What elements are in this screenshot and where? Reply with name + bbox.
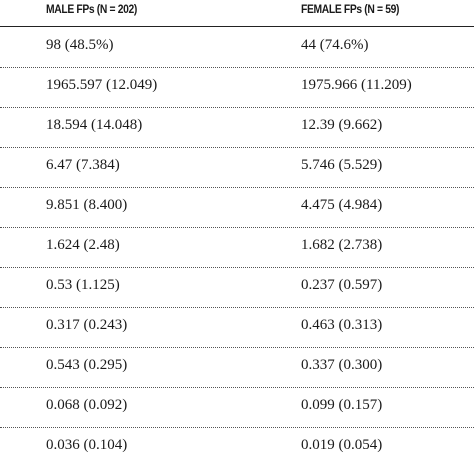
female-value: 0.237 (0.597) <box>301 277 383 293</box>
table-row: 0.036 (0.104) 0.019 (0.054) <box>0 428 474 468</box>
male-value: 1.624 (2.48) <box>46 237 120 253</box>
male-value: 1965.597 (12.049) <box>46 77 158 93</box>
row-divider <box>0 67 474 68</box>
male-value: 0.036 (0.104) <box>46 437 128 453</box>
table-row: 1.624 (2.48) 1.682 (2.738) <box>0 228 474 268</box>
female-value: 0.337 (0.300) <box>301 357 383 373</box>
table-row: 6.47 (7.384) 5.746 (5.529) <box>0 148 474 188</box>
table-row: 0.543 (0.295) 0.337 (0.300) <box>0 348 474 388</box>
male-value: 6.47 (7.384) <box>46 157 120 173</box>
row-divider <box>0 227 474 228</box>
female-value: 1975.966 (11.209) <box>301 77 412 93</box>
male-value: 0.317 (0.243) <box>46 317 128 333</box>
female-value: 0.099 (0.157) <box>301 397 383 413</box>
female-value: 44 (74.6%) <box>301 37 369 53</box>
female-value: 4.475 (4.984) <box>301 197 383 213</box>
header-divider <box>0 26 474 27</box>
female-value: 0.463 (0.313) <box>301 317 383 333</box>
female-value: 12.39 (9.662) <box>301 117 383 133</box>
row-divider <box>0 307 474 308</box>
male-value: 18.594 (14.048) <box>46 117 143 133</box>
row-divider <box>0 147 474 148</box>
row-divider <box>0 267 474 268</box>
row-divider <box>0 387 474 388</box>
row-divider <box>0 427 474 428</box>
table-row: 1965.597 (12.049) 1975.966 (11.209) <box>0 68 474 108</box>
table-row: 0.317 (0.243) 0.463 (0.313) <box>0 308 474 348</box>
male-value: 98 (48.5%) <box>46 37 114 53</box>
female-value: 5.746 (5.529) <box>301 157 383 173</box>
table-header: MALE FPs (N = 202) FEMALE FPs (N = 59) <box>0 0 474 30</box>
table-row: 0.53 (1.125) 0.237 (0.597) <box>0 268 474 308</box>
male-value: 0.543 (0.295) <box>46 357 128 373</box>
header-female-fps: FEMALE FPs (N = 59) <box>301 2 400 16</box>
row-divider <box>0 107 474 108</box>
table-row: 9.851 (8.400) 4.475 (4.984) <box>0 188 474 228</box>
male-value: 0.068 (0.092) <box>46 397 128 413</box>
row-divider <box>0 347 474 348</box>
header-male-fps: MALE FPs (N = 202) <box>46 2 138 16</box>
row-divider <box>0 187 474 188</box>
female-value: 0.019 (0.054) <box>301 437 383 453</box>
male-value: 0.53 (1.125) <box>46 277 120 293</box>
table-row: 98 (48.5%) 44 (74.6%) <box>0 28 474 68</box>
female-value: 1.682 (2.738) <box>301 237 383 253</box>
table-row: 0.068 (0.092) 0.099 (0.157) <box>0 388 474 428</box>
male-value: 9.851 (8.400) <box>46 197 128 213</box>
table-row: 18.594 (14.048) 12.39 (9.662) <box>0 108 474 148</box>
